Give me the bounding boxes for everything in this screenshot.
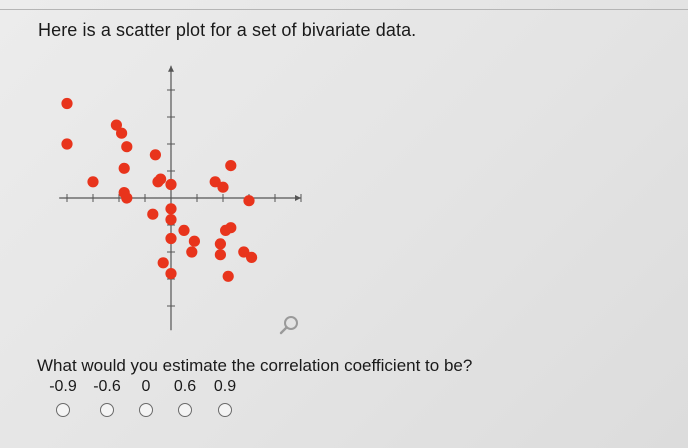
option-label: -0.6 [93, 378, 121, 395]
data-point [149, 149, 161, 161]
data-point [61, 138, 73, 150]
data-point [157, 257, 169, 269]
data-point [186, 246, 198, 258]
data-point [225, 222, 237, 234]
option-neg-0-6[interactable]: -0.6 [86, 378, 128, 417]
radio-button[interactable] [139, 403, 153, 417]
data-point [61, 97, 73, 110]
data-point [214, 238, 226, 250]
option-neg-0-9[interactable]: -0.9 [40, 378, 86, 417]
data-point [178, 224, 190, 236]
data-point [121, 192, 133, 204]
data-point [165, 214, 177, 226]
prompt-text: Here is a scatter plot for a set of biva… [38, 20, 417, 40]
option-label: 0.9 [213, 378, 237, 395]
option-label: 0 [141, 378, 151, 395]
data-point [118, 162, 130, 174]
radio-button[interactable] [100, 403, 114, 417]
data-point [121, 141, 133, 153]
scatter-plot [59, 65, 302, 331]
answer-options: -0.9 -0.6 0 0.6 0.9 [40, 378, 244, 417]
magnifier-icon[interactable] [278, 313, 302, 337]
data-point [188, 235, 200, 247]
radio-button[interactable] [218, 403, 232, 417]
option-0[interactable]: 0 [128, 378, 164, 417]
data-point [222, 270, 234, 282]
data-point [214, 249, 226, 261]
data-point [165, 232, 177, 245]
y-axis-arrow [168, 65, 174, 72]
data-point [155, 173, 167, 185]
data-point [110, 119, 122, 131]
question-text: What would you estimate the correlation … [37, 356, 473, 375]
data-point [238, 246, 250, 258]
top-divider [0, 9, 688, 10]
x-axis-arrow [295, 195, 301, 201]
data-point [246, 251, 258, 263]
radio-button[interactable] [56, 403, 70, 417]
data-point [116, 127, 128, 139]
data-point [87, 176, 99, 188]
radio-button[interactable] [178, 403, 192, 417]
data-point [165, 268, 177, 280]
data-point [243, 195, 255, 207]
option-label: 0.6 [173, 378, 197, 395]
data-point [225, 160, 237, 172]
option-0-6[interactable]: 0.6 [164, 378, 206, 417]
data-point [147, 208, 159, 220]
data-point [209, 176, 221, 188]
data-point [165, 178, 177, 191]
option-0-9[interactable]: 0.9 [206, 378, 244, 417]
option-label: -0.9 [49, 378, 77, 395]
data-point [217, 181, 229, 193]
data-point [165, 203, 177, 215]
